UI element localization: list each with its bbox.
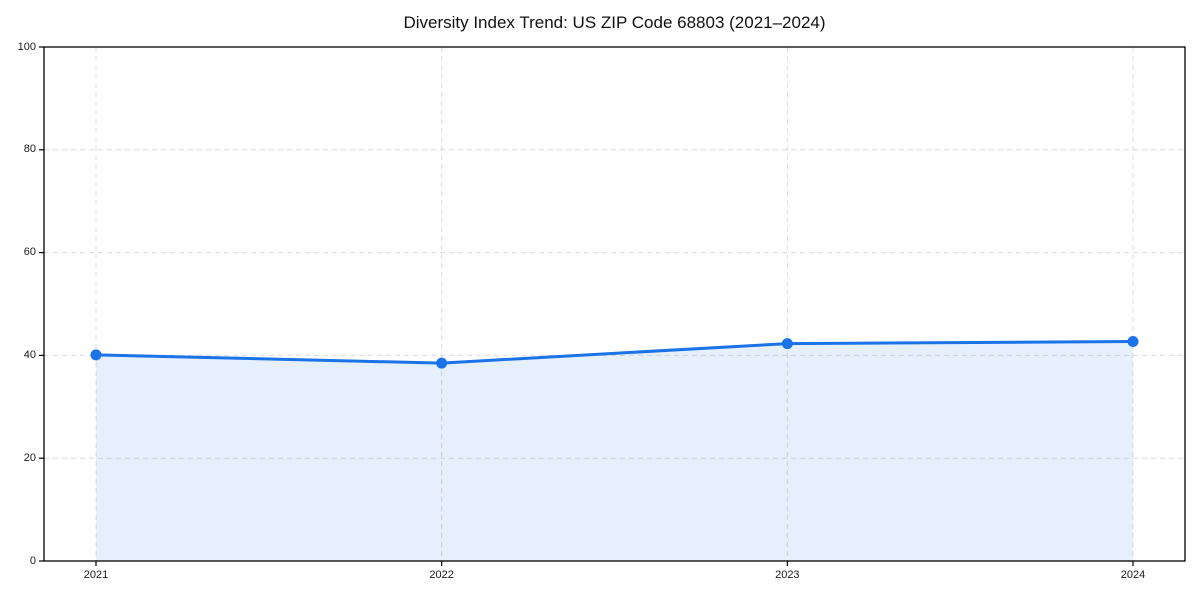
data-point-marker — [1127, 336, 1139, 348]
plot-border — [43, 46, 1186, 562]
y-tick-label: 40 — [23, 348, 36, 361]
data-point-marker — [90, 349, 102, 361]
y-tick-label: 60 — [23, 246, 36, 259]
data-point-marker — [436, 357, 448, 369]
x-tick-label: 2023 — [775, 569, 800, 581]
x-tick-label: 2024 — [1120, 569, 1146, 581]
y-tick-label: 100 — [17, 40, 36, 53]
data-point-marker — [781, 338, 793, 350]
y-tick-label: 80 — [23, 143, 36, 156]
chart-title: Diversity Index Trend: US ZIP Code 68803… — [403, 13, 826, 32]
trend-line — [94, 340, 1135, 365]
y-tick-label: 0 — [29, 554, 36, 567]
x-tick-label: 2022 — [429, 569, 454, 581]
area-fill — [96, 341, 1133, 561]
x-tick-label: 2021 — [83, 569, 109, 581]
y-tick-label: 20 — [23, 451, 36, 464]
